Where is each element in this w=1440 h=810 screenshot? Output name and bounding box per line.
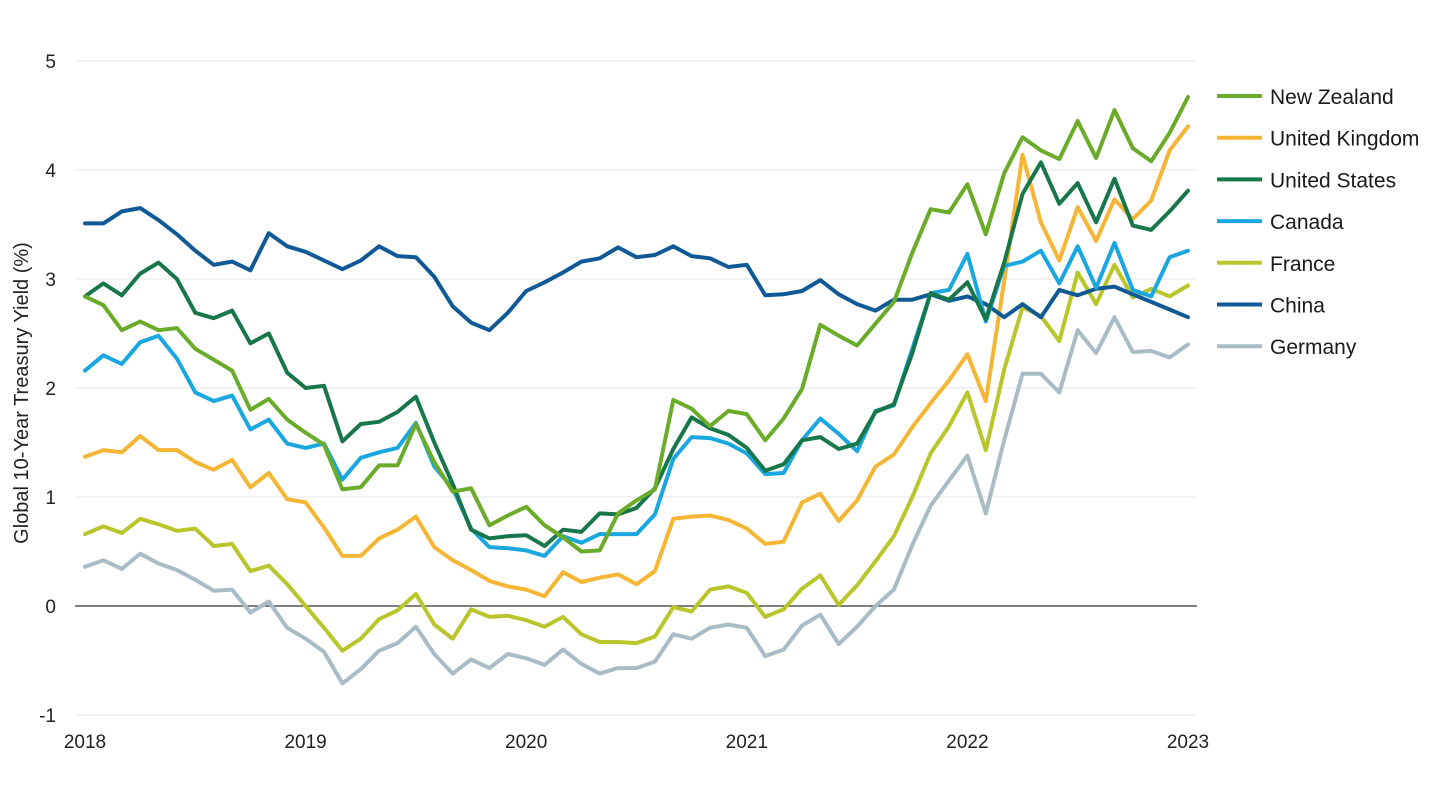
x-tick-label: 2023 <box>1167 732 1209 753</box>
legend-label: China <box>1270 295 1325 318</box>
y-tick-label: 1 <box>45 488 56 509</box>
y-tick-label: 2 <box>45 379 56 400</box>
series-lines <box>83 95 1190 686</box>
legend-label: Germany <box>1270 336 1357 359</box>
legend-label: United States <box>1270 169 1396 192</box>
legend: New Zealand United Kingdom United States Ca… <box>1217 86 1419 359</box>
series-line-united-kingdom <box>83 124 1190 599</box>
legend-label: United Kingdom <box>1270 128 1419 151</box>
x-tick-label: 2019 <box>284 732 326 753</box>
legend-label: Canada <box>1270 211 1344 234</box>
legend-label: New Zealand <box>1270 86 1394 109</box>
y-tick-labels: 5 4 3 2 1 0 -1 <box>39 52 56 727</box>
series-line-france <box>83 262 1190 653</box>
series-line-china <box>83 206 1190 333</box>
series-line-germany <box>83 315 1190 686</box>
y-tick-label: 3 <box>45 270 56 291</box>
x-tick-label: 2018 <box>64 732 106 753</box>
series-line-new-zealand <box>83 95 1190 554</box>
y-axis-title: Global 10-Year Treasury Yield (%) <box>11 242 33 544</box>
y-tick-label: -1 <box>39 706 56 727</box>
x-tick-labels: 2018 2019 2020 2021 2022 2023 <box>64 732 1209 753</box>
x-tick-label: 2020 <box>505 732 547 753</box>
legend-label: France <box>1270 253 1335 276</box>
y-tick-label: 4 <box>45 161 56 182</box>
gridlines <box>75 60 1197 716</box>
series-line-united-states <box>83 160 1190 548</box>
y-tick-label: 0 <box>45 597 56 618</box>
y-tick-label: 5 <box>45 52 56 73</box>
x-tick-label: 2021 <box>726 732 768 753</box>
x-tick-label: 2022 <box>946 732 988 753</box>
